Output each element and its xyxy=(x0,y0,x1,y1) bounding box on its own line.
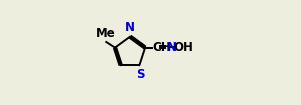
Text: S: S xyxy=(136,68,144,81)
Text: N: N xyxy=(125,21,135,34)
Text: Me: Me xyxy=(96,27,116,40)
Text: OH: OH xyxy=(173,41,193,54)
Text: N: N xyxy=(167,41,177,54)
Text: CH: CH xyxy=(153,41,171,54)
